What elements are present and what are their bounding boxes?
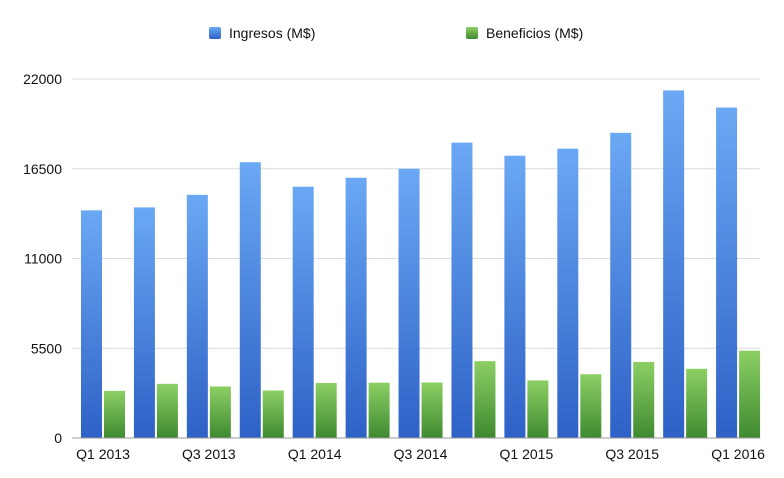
y-tick-label: 0: [54, 430, 62, 446]
bar-ingresos[interactable]: [663, 90, 685, 439]
bar-ingresos[interactable]: [716, 107, 738, 438]
bar-beneficios[interactable]: [104, 390, 125, 438]
bar-ingresos[interactable]: [186, 194, 208, 438]
bar-ingresos[interactable]: [81, 210, 102, 438]
legend-swatch-ingresos: [209, 27, 221, 39]
y-tick-label: 22000: [23, 71, 62, 87]
bar-ingresos[interactable]: [557, 148, 579, 438]
x-tick-label: Q3 2013: [182, 446, 236, 462]
bar-ingresos[interactable]: [610, 132, 632, 438]
bar-ingresos[interactable]: [239, 162, 261, 438]
legend-item-beneficios[interactable]: Beneficios (M$): [466, 25, 583, 41]
legend: Ingresos (M$) Beneficios (M$): [209, 25, 583, 41]
bar-beneficios[interactable]: [633, 361, 655, 438]
bar-ingresos[interactable]: [504, 155, 526, 438]
x-tick-label: Q3 2015: [605, 446, 659, 462]
bar-beneficios[interactable]: [421, 382, 443, 438]
legend-swatch-beneficios: [466, 27, 478, 39]
bar-beneficios[interactable]: [262, 390, 284, 438]
bar-ingresos[interactable]: [398, 168, 420, 438]
bar-ingresos[interactable]: [292, 186, 314, 438]
legend-label-beneficios: Beneficios (M$): [486, 25, 583, 41]
bar-beneficios[interactable]: [156, 383, 178, 438]
y-tick-label: 11000: [24, 251, 62, 267]
legend-item-ingresos[interactable]: Ingresos (M$): [209, 25, 315, 41]
x-tick-label: Q1 2014: [288, 446, 342, 462]
bar-ingresos[interactable]: [451, 142, 473, 438]
x-tick-label: Q1 2015: [500, 446, 554, 462]
bar-beneficios[interactable]: [368, 382, 390, 438]
bar-ingresos[interactable]: [345, 177, 367, 439]
x-tick-label: Q1 2013: [76, 446, 130, 462]
bar-beneficios[interactable]: [209, 386, 231, 438]
legend-label-ingresos: Ingresos (M$): [229, 25, 315, 41]
bar-beneficios[interactable]: [315, 383, 337, 438]
bar-beneficios[interactable]: [527, 380, 549, 438]
bar-beneficios[interactable]: [580, 374, 602, 438]
x-tick-label: Q1 2016: [711, 446, 765, 462]
bar-ingresos[interactable]: [133, 207, 155, 438]
bar-beneficios[interactable]: [739, 350, 761, 438]
y-tick-label: 16500: [23, 161, 62, 177]
bar-beneficios[interactable]: [686, 368, 708, 438]
bar-beneficios[interactable]: [474, 361, 496, 438]
y-axis-labels: 0 5500 11000 16500 22000: [23, 71, 62, 446]
x-tick-label: Q3 2014: [394, 446, 448, 462]
bars: [81, 90, 761, 439]
x-axis-labels: Q1 2013 Q3 2013 Q1 2014 Q3 2014 Q1 2015 Q3 20…: [76, 446, 765, 462]
y-tick-label: 5500: [31, 340, 62, 356]
